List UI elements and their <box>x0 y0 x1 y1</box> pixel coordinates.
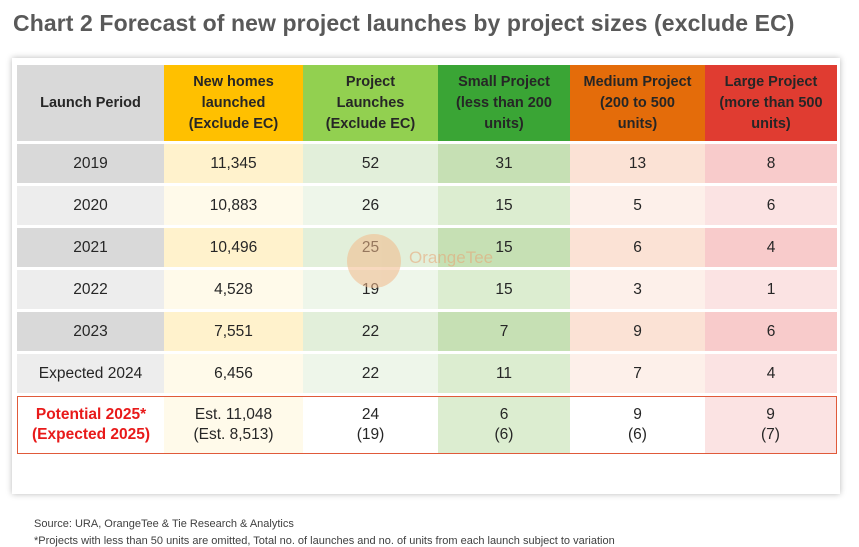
header-small-project: Small Project (less than 200 units) <box>438 65 570 144</box>
cell-large-project: 8 <box>705 144 837 186</box>
cell-large-project: 1 <box>705 270 837 312</box>
cell-period: 2023 <box>17 312 164 354</box>
cell-project-launches: 24 (19) <box>303 396 438 454</box>
cell-new-homes: 11,345 <box>164 144 303 186</box>
cell-period: Potential 2025* (Expected 2025) <box>17 396 164 454</box>
cell-new-homes: 6,456 <box>164 354 303 396</box>
cell-large-project: 6 <box>705 186 837 228</box>
table-card: Launch Period New homes launched (Exclud… <box>12 58 840 547</box>
header-row: Launch Period New homes launched (Exclud… <box>17 65 837 144</box>
cell-large-project: 9 (7) <box>705 396 837 454</box>
cell-project-launches: 22 <box>303 312 438 354</box>
table-row: 2023 7,551 22 7 9 6 <box>17 312 837 354</box>
table-row: Expected 2024 6,456 22 11 7 4 <box>17 354 837 396</box>
cell-period: 2020 <box>17 186 164 228</box>
cell-period: 2021 <box>17 228 164 270</box>
header-new-homes: New homes launched (Exclude EC) <box>164 65 303 144</box>
cell-small-project: 31 <box>438 144 570 186</box>
header-large-project: Large Project (more than 500 units) <box>705 65 837 144</box>
cell-medium-project: 7 <box>570 354 705 396</box>
cell-small-project: 11 <box>438 354 570 396</box>
cell-period: 2019 <box>17 144 164 186</box>
cell-medium-project: 13 <box>570 144 705 186</box>
cell-period: Expected 2024 <box>17 354 164 396</box>
cell-small-project: 6 (6) <box>438 396 570 454</box>
chart-title: Chart 2 Forecast of new project launches… <box>13 10 795 36</box>
cell-medium-project: 6 <box>570 228 705 270</box>
launch-table: Launch Period New homes launched (Exclud… <box>17 65 837 454</box>
cell-new-homes: 10,496 <box>164 228 303 270</box>
potential-2025-row: Potential 2025* (Expected 2025) Est. 11,… <box>17 396 837 454</box>
cell-small-project: 15 <box>438 186 570 228</box>
cell-new-homes: Est. 11,048 (Est. 8,513) <box>164 396 303 454</box>
header-medium-project: Medium Project (200 to 500 units) <box>570 65 705 144</box>
cell-new-homes: 4,528 <box>164 270 303 312</box>
cell-large-project: 6 <box>705 312 837 354</box>
cell-large-project: 4 <box>705 228 837 270</box>
cell-project-launches: 26 <box>303 186 438 228</box>
table-row: 2019 11,345 52 31 13 8 <box>17 144 837 186</box>
cell-medium-project: 9 <box>570 312 705 354</box>
cell-period: 2022 <box>17 270 164 312</box>
table-row: 2020 10,883 26 15 5 6 <box>17 186 837 228</box>
table-row: 2022 4,528 19 15 3 1 <box>17 270 837 312</box>
header-launch-period: Launch Period <box>17 65 164 144</box>
cell-new-homes: 7,551 <box>164 312 303 354</box>
source-note: Source: URA, OrangeTee & Tie Research & … <box>34 518 294 530</box>
cell-small-project: 7 <box>438 312 570 354</box>
footnote: *Projects with less than 50 units are om… <box>34 535 615 547</box>
cell-project-launches: 25 <box>303 228 438 270</box>
cell-new-homes: 10,883 <box>164 186 303 228</box>
cell-small-project: 15 <box>438 228 570 270</box>
cell-medium-project: 3 <box>570 270 705 312</box>
cell-project-launches: 52 <box>303 144 438 186</box>
cell-project-launches: 19 <box>303 270 438 312</box>
header-project-launches: Project Launches (Exclude EC) <box>303 65 438 144</box>
table-row: 2021 10,496 25 15 6 4 <box>17 228 837 270</box>
cell-medium-project: 9 (6) <box>570 396 705 454</box>
cell-medium-project: 5 <box>570 186 705 228</box>
cell-project-launches: 22 <box>303 354 438 396</box>
cell-large-project: 4 <box>705 354 837 396</box>
cell-small-project: 15 <box>438 270 570 312</box>
